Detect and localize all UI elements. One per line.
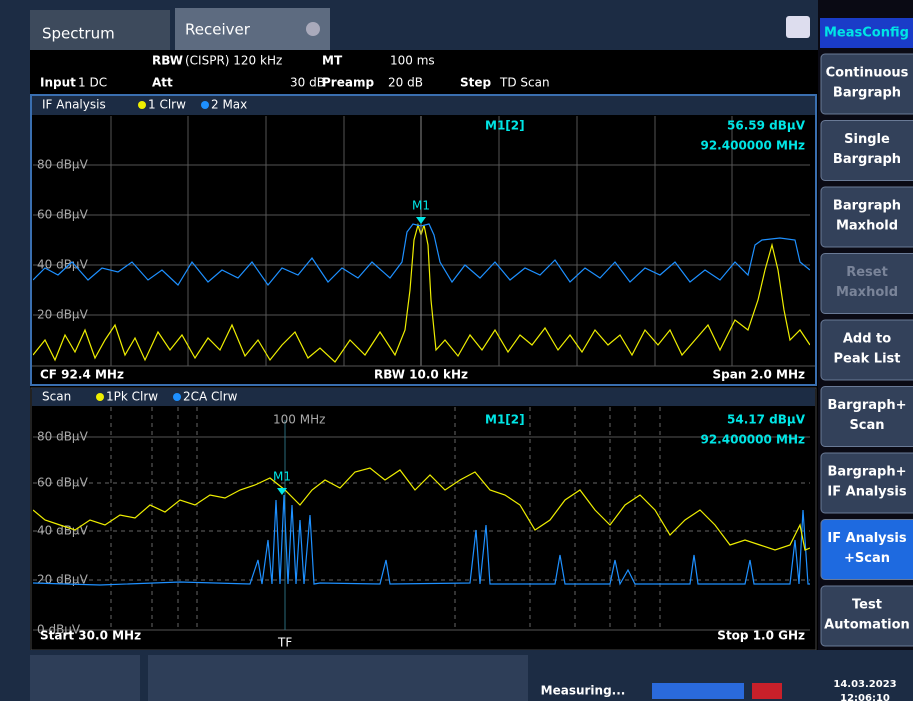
legend-entry: 2CA Clrw bbox=[183, 390, 238, 404]
trace bbox=[33, 223, 810, 286]
softkey-label: +Scan bbox=[844, 551, 890, 566]
value: (CISPR) 120 kHz bbox=[185, 54, 282, 68]
menu-icon[interactable] bbox=[786, 16, 810, 38]
marker-name: M1[2] bbox=[485, 119, 525, 133]
trace bbox=[33, 467, 810, 551]
value: 1 DC bbox=[78, 76, 107, 90]
marker-tag: M1 bbox=[273, 470, 291, 484]
marker bbox=[277, 488, 287, 495]
marker bbox=[416, 217, 426, 224]
marker-level: 54.17 dBµV bbox=[727, 413, 806, 427]
tab-label: Receiver bbox=[185, 21, 251, 39]
softkey-label: IF Analysis bbox=[827, 485, 906, 500]
label: Input bbox=[40, 76, 76, 90]
footer: RBW 10.0 kHz bbox=[374, 368, 468, 382]
softkey[interactable] bbox=[820, 53, 913, 115]
marker-name: M1[2] bbox=[485, 413, 525, 427]
tf-label: TF bbox=[277, 636, 292, 650]
date: 14.03.2023 bbox=[833, 679, 896, 690]
footer: Start 30.0 MHz bbox=[40, 629, 141, 643]
panel-title: IF Analysis bbox=[42, 98, 106, 112]
freq-line-label: 100 MHz bbox=[273, 413, 325, 427]
softkey-label: Bargraph bbox=[833, 199, 901, 214]
softkey-label: Bargraph bbox=[833, 152, 901, 167]
y-label: 80 dBµV bbox=[37, 158, 89, 172]
trace bbox=[33, 494, 810, 586]
y-label: 20 dBµV bbox=[37, 308, 89, 322]
progress bbox=[652, 683, 744, 699]
header: RBW (CISPR) 120 kHz MT 100 ms Input 1 DC… bbox=[40, 54, 550, 90]
y-label: 0 dBµV bbox=[37, 623, 81, 637]
time: 12:06:10 bbox=[840, 693, 890, 701]
y-label: 60 dBµV bbox=[37, 208, 89, 222]
softkey-label: Scan bbox=[849, 418, 884, 433]
marker-tag: M1 bbox=[412, 199, 430, 213]
label: RBW bbox=[152, 54, 183, 68]
softkey[interactable] bbox=[820, 186, 913, 248]
value: 100 ms bbox=[390, 54, 435, 68]
status: Measuring... bbox=[541, 684, 626, 698]
tab-close[interactable] bbox=[306, 22, 320, 36]
grid bbox=[33, 407, 810, 631]
softkey[interactable] bbox=[820, 519, 913, 580]
legend-entry: 2 Max bbox=[211, 98, 247, 112]
softkey-label: Bargraph+ bbox=[827, 398, 906, 413]
value: TD Scan bbox=[499, 76, 550, 90]
label: Preamp bbox=[322, 76, 374, 90]
legend-entry: 1Pk Clrw bbox=[106, 390, 158, 404]
label: MT bbox=[322, 54, 343, 68]
softkey-label: Bargraph+ bbox=[827, 465, 906, 480]
softkey-label: Bargraph bbox=[833, 86, 901, 101]
value: 20 dB bbox=[388, 76, 423, 90]
marker-freq: 92.400000 MHz bbox=[700, 139, 805, 153]
label: Step bbox=[460, 76, 492, 90]
softkey-label: Test bbox=[852, 598, 882, 613]
softkey-label: Peak List bbox=[834, 352, 901, 367]
y-label: 40 dBµV bbox=[37, 524, 89, 538]
softkey[interactable] bbox=[820, 120, 913, 181]
softkey[interactable] bbox=[820, 319, 913, 381]
y-label: 40 dBµV bbox=[37, 258, 89, 272]
legend-entry: 1 Clrw bbox=[148, 98, 186, 112]
softkey-label: Continuous bbox=[826, 66, 909, 81]
softkey-label: Maxhold bbox=[836, 219, 898, 234]
softkey-label: Single bbox=[844, 132, 890, 147]
tab[interactable] bbox=[30, 10, 170, 50]
y-label: 80 dBµV bbox=[37, 430, 89, 444]
footer: Span 2.0 MHz bbox=[713, 368, 805, 382]
footer: CF 92.4 MHz bbox=[40, 368, 124, 382]
panel-title: Scan bbox=[42, 390, 71, 404]
softkey-label: Automation bbox=[824, 618, 910, 633]
softkey-label: IF Analysis bbox=[827, 531, 906, 546]
marker-freq: 92.400000 MHz bbox=[700, 433, 805, 447]
softkey-label: Maxhold bbox=[836, 285, 898, 300]
softkey[interactable] bbox=[820, 452, 913, 514]
y-label: 60 dBµV bbox=[37, 476, 89, 490]
footer: Stop 1.0 GHz bbox=[717, 629, 805, 643]
tab-label: Spectrum bbox=[42, 25, 115, 43]
menu-title: MeasConfig bbox=[824, 26, 909, 41]
marker-level: 56.59 dBµV bbox=[727, 119, 806, 133]
label: Att bbox=[152, 76, 173, 90]
softkey-label: Add to bbox=[843, 332, 891, 347]
tab-active[interactable] bbox=[175, 8, 330, 50]
value: 30 dB bbox=[290, 76, 325, 90]
softkey[interactable] bbox=[820, 253, 913, 314]
softkey-panel: MeasConfig Continuous Bargraph Single Bargr… bbox=[818, 0, 913, 650]
softkey[interactable] bbox=[820, 585, 913, 647]
softkey[interactable] bbox=[820, 386, 913, 447]
softkey-label: Reset bbox=[846, 265, 888, 280]
